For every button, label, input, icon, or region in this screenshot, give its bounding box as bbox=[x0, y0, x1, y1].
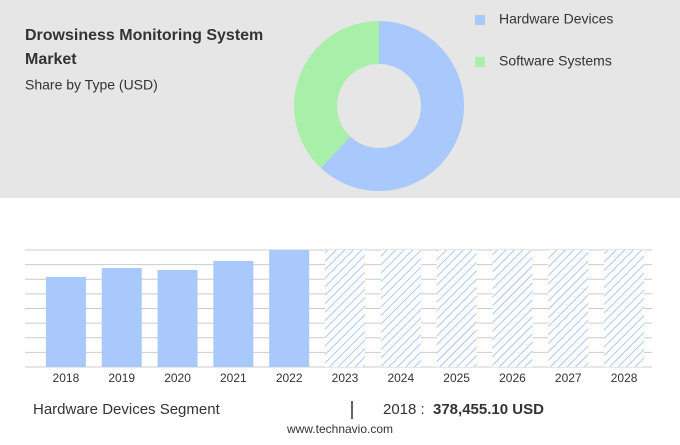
chart-title: Drowsiness Monitoring System Market bbox=[25, 27, 263, 68]
forecast-placeholder bbox=[436, 250, 477, 367]
bar bbox=[213, 261, 254, 367]
bar bbox=[45, 277, 86, 367]
bar bbox=[101, 268, 142, 367]
footer-segment: Hardware Devices Segment bbox=[33, 401, 221, 418]
forecast-placeholder bbox=[380, 250, 421, 367]
forecast-placeholder bbox=[492, 250, 533, 367]
bar bbox=[269, 250, 310, 367]
x-tick-label: 2026 bbox=[499, 371, 526, 385]
x-tick-label: 2023 bbox=[332, 371, 359, 385]
x-tick-label: 2024 bbox=[387, 371, 414, 385]
x-tick-label: 2025 bbox=[443, 371, 470, 385]
bar bbox=[157, 269, 198, 367]
x-tick-label: 2018 bbox=[53, 371, 80, 385]
legend-swatch bbox=[475, 57, 485, 67]
x-tick-label: 2020 bbox=[164, 371, 191, 385]
legend-swatch bbox=[475, 15, 485, 25]
footer-value: 378,455.10 USD bbox=[433, 401, 544, 418]
x-tick-label: 2022 bbox=[276, 371, 303, 385]
forecast-placeholder bbox=[325, 250, 365, 367]
footer-year: 2018 : bbox=[383, 401, 425, 418]
x-tick-label: 2019 bbox=[108, 371, 135, 385]
forecast-placeholder bbox=[548, 250, 589, 367]
footer-source: www.technavio.com bbox=[286, 422, 393, 436]
x-tick-label: 2027 bbox=[555, 371, 582, 385]
x-tick-label: 2028 bbox=[611, 371, 638, 385]
legend-label: Hardware Devices bbox=[499, 11, 613, 27]
chart-subtitle: Share by Type (USD) bbox=[25, 77, 158, 93]
x-tick-label: 2021 bbox=[220, 371, 247, 385]
forecast-placeholder bbox=[604, 250, 645, 367]
legend-label: Software Systems bbox=[499, 53, 612, 69]
donut-slice bbox=[320, 21, 465, 192]
donut-slice bbox=[294, 21, 379, 168]
